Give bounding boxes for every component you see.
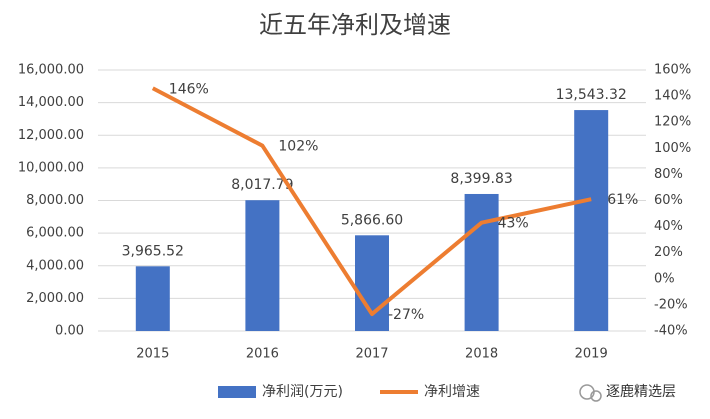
bar [355, 235, 389, 331]
x-tick-label: 2018 [465, 347, 498, 362]
x-tick-label: 2015 [136, 347, 169, 362]
y2-tick-label: 20% [654, 245, 683, 260]
bar-value-label: 8,399.83 [450, 171, 512, 187]
watermark-icon [579, 384, 602, 402]
chart-title: 近五年净利及增速 [259, 11, 451, 39]
y2-tick-label: 0% [654, 271, 675, 286]
bar [245, 200, 280, 331]
y-tick-label: 0.00 [55, 324, 84, 339]
y-tick-label: 16,000.00 [18, 63, 84, 78]
legend-swatch [218, 386, 256, 398]
line-value-label: -27% [388, 307, 424, 323]
y2-tick-label: 160% [654, 63, 691, 78]
y-tick-label: 10,000.00 [18, 160, 84, 175]
line-value-label: 43% [498, 216, 529, 232]
y-tick-label: 8,000.00 [26, 193, 84, 208]
y2-tick-label: 80% [654, 167, 683, 182]
x-tick-label: 2017 [355, 347, 388, 362]
y2-tick-label: 60% [654, 193, 683, 208]
line-value-label: 102% [278, 139, 318, 155]
y-tick-label: 14,000.00 [18, 95, 84, 110]
bar-value-label: 8,017.79 [231, 177, 293, 193]
bar [464, 193, 499, 331]
line [151, 86, 592, 317]
y2-tick-label: 120% [654, 115, 691, 130]
y2-tick-label: 140% [654, 89, 691, 104]
y2-tick-label: 40% [654, 219, 683, 234]
y2-tick-label: -20% [654, 297, 688, 312]
y2-tick-label: 100% [654, 141, 691, 156]
watermark: 逐鹿精选层 [606, 383, 676, 400]
x-tick-label: 2019 [575, 347, 608, 362]
y-tick-label: 12,000.00 [18, 128, 84, 143]
x-tick-label: 2016 [246, 347, 279, 362]
bar-value-label: 5,866.60 [341, 212, 403, 228]
line-value-label: 146% [169, 81, 209, 97]
bar-value-label: 13,543.32 [556, 87, 627, 103]
legend-label: 净利润(万元) [262, 384, 343, 400]
y-tick-label: 2,000.00 [26, 291, 84, 306]
y2-tick-label: -40% [654, 324, 688, 339]
line-value-label: 61% [607, 192, 638, 208]
legend-label: 净利增速 [424, 384, 480, 400]
bar [135, 266, 170, 331]
bar [574, 110, 609, 332]
y-tick-label: 4,000.00 [26, 258, 84, 273]
bar-value-label: 3,965.52 [122, 243, 184, 259]
y-tick-label: 6,000.00 [26, 226, 84, 241]
